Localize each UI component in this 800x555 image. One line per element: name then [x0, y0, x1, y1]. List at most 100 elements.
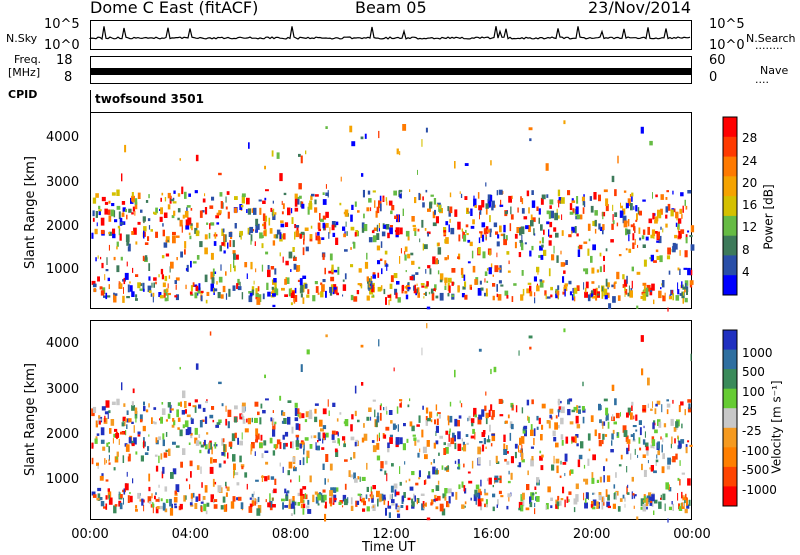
- heat-cell: [269, 506, 273, 511]
- heat-cell: [272, 497, 274, 502]
- heat-cell: [688, 499, 691, 506]
- heat-cell: [678, 404, 681, 413]
- heat-cell: [483, 438, 486, 445]
- heat-cell: [344, 498, 348, 506]
- heat-cell: [195, 285, 199, 292]
- heat-cell: [293, 506, 296, 515]
- heat-cell: [631, 196, 633, 202]
- heat-cell: [233, 470, 235, 479]
- heat-cell: [389, 437, 393, 444]
- heat-cell: [653, 299, 655, 305]
- heat-cell: [554, 212, 558, 221]
- heat-cell: [322, 432, 326, 438]
- heat-cell: [497, 499, 499, 506]
- heat-cell: [251, 500, 255, 507]
- heat-cell: [176, 409, 179, 418]
- heat-cell: [435, 259, 438, 265]
- heat-cell: [599, 226, 604, 231]
- heat-cell: [549, 205, 552, 209]
- heat-cell: [328, 232, 330, 239]
- heat-cell: [530, 220, 534, 227]
- heat-cell: [212, 478, 215, 487]
- heat-cell: [232, 250, 236, 255]
- heat-cell: [654, 216, 659, 222]
- heat-cell: [142, 288, 145, 292]
- heat-cell: [464, 505, 466, 508]
- heat-cell: [529, 502, 533, 508]
- heat-cell: [155, 465, 159, 472]
- heat-cell: [585, 492, 589, 499]
- heat-cell: [171, 424, 175, 428]
- heat-cell: [481, 234, 485, 242]
- heat-cell: [576, 424, 581, 429]
- heat-cell: [304, 437, 309, 441]
- heat-cell: [303, 233, 305, 241]
- heat-cell: [134, 407, 138, 414]
- heat-cell: [538, 417, 541, 425]
- heat-cell: [329, 463, 333, 471]
- heat-cell: [315, 496, 319, 504]
- heat-cell: [660, 494, 662, 500]
- heat-cell: [131, 443, 135, 447]
- heat-cell: [324, 267, 326, 275]
- heat-cell: [437, 412, 441, 415]
- heat-cell: [148, 501, 152, 504]
- heat-cell: [640, 126, 644, 134]
- heat-cell: [413, 437, 417, 441]
- heat-cell: [426, 323, 428, 329]
- heat-cell: [506, 251, 510, 255]
- heat-cell: [462, 441, 465, 445]
- heat-cell: [606, 475, 611, 482]
- heat-cell: [468, 480, 473, 484]
- heat-cell: [576, 443, 579, 447]
- heat-cell: [248, 506, 253, 513]
- heat-cell: [216, 281, 218, 285]
- heat-cell: [332, 440, 336, 443]
- heat-cell: [481, 444, 485, 452]
- heat-cell: [256, 223, 260, 230]
- heat-cell: [622, 284, 625, 288]
- heat-cell: [295, 434, 300, 438]
- heat-cell: [109, 428, 112, 434]
- heat-cell: [230, 501, 235, 509]
- heat-cell: [612, 429, 615, 434]
- heat-cell: [174, 295, 178, 298]
- heat-cell: [151, 417, 153, 424]
- heat-cell: [379, 203, 382, 212]
- heat-cell: [665, 482, 669, 490]
- heat-cell: [314, 416, 318, 423]
- heat-cell: [395, 437, 400, 445]
- heat-cell: [125, 444, 130, 452]
- heat-cell: [533, 438, 535, 446]
- heat-cell: [616, 222, 619, 227]
- heat-cell: [516, 227, 520, 234]
- heat-cell: [490, 404, 493, 411]
- heat-cell: [106, 442, 109, 447]
- heat-cell: [241, 193, 246, 198]
- heat-cell: [563, 328, 566, 333]
- heat-cell: [477, 192, 480, 199]
- heat-cell: [623, 279, 628, 287]
- heat-cell: [99, 497, 103, 501]
- heat-cell: [227, 452, 229, 459]
- heat-cell: [201, 210, 205, 213]
- heat-cell: [637, 454, 639, 458]
- heat-cell: [322, 253, 325, 260]
- heat-cell: [444, 491, 447, 497]
- heat-cell: [125, 430, 127, 436]
- heat-cell: [631, 280, 633, 289]
- heat-cell: [302, 247, 305, 256]
- heat-cell: [241, 292, 244, 300]
- heat-cell: [560, 498, 564, 501]
- heat-cell: [649, 257, 652, 260]
- heat-cell: [536, 496, 540, 502]
- heat-cell: [390, 210, 393, 215]
- heat-cell: [587, 458, 590, 466]
- heat-cell: [186, 264, 189, 272]
- heat-cell: [335, 487, 339, 492]
- heat-cell: [642, 408, 646, 411]
- heat-cell: [591, 295, 596, 299]
- heat-cell: [237, 286, 242, 291]
- heat-cell: [643, 285, 646, 293]
- heat-cell: [96, 497, 101, 501]
